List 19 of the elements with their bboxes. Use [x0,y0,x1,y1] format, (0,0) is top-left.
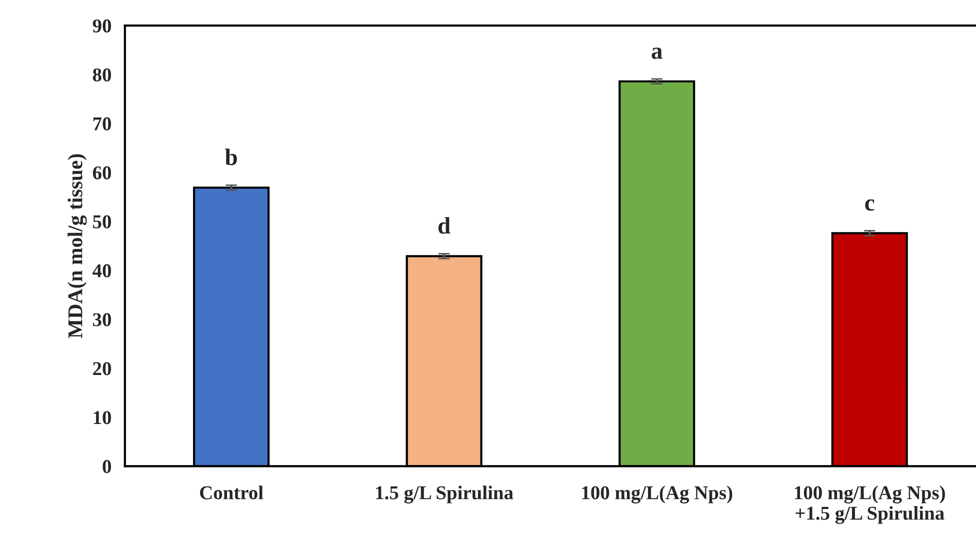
annotation: c [865,199,874,211]
x-tick-label: 1.5 g/L Spirulina [376,486,514,504]
y-tick-label: 50 [93,215,111,228]
annotation: d [438,217,450,234]
y-tick-label: 20 [93,362,111,376]
y-tick-label: 70 [93,117,111,130]
y-tick-label: 90 [92,19,111,33]
y-tick-label: 60 [92,166,111,180]
y-tick-label: 0 [102,460,111,474]
annotation: a [652,48,662,59]
y-tick-label: 80 [92,68,111,82]
x-tick-label: 100 mg/L(Ag Nps) [582,486,732,504]
x-tick-label: Control [200,486,264,500]
y-tick-label: 30 [93,313,111,326]
y-tick-label: 40 [92,264,111,278]
y-axis-title: MDA(n mol/g tissue) [68,154,87,338]
y-tick-label: 10 [94,411,111,424]
x-tick-label: 100 mg/L(Ag Nps) +1.5 g/L Spirulina [795,486,945,524]
annotation: b [225,148,237,166]
